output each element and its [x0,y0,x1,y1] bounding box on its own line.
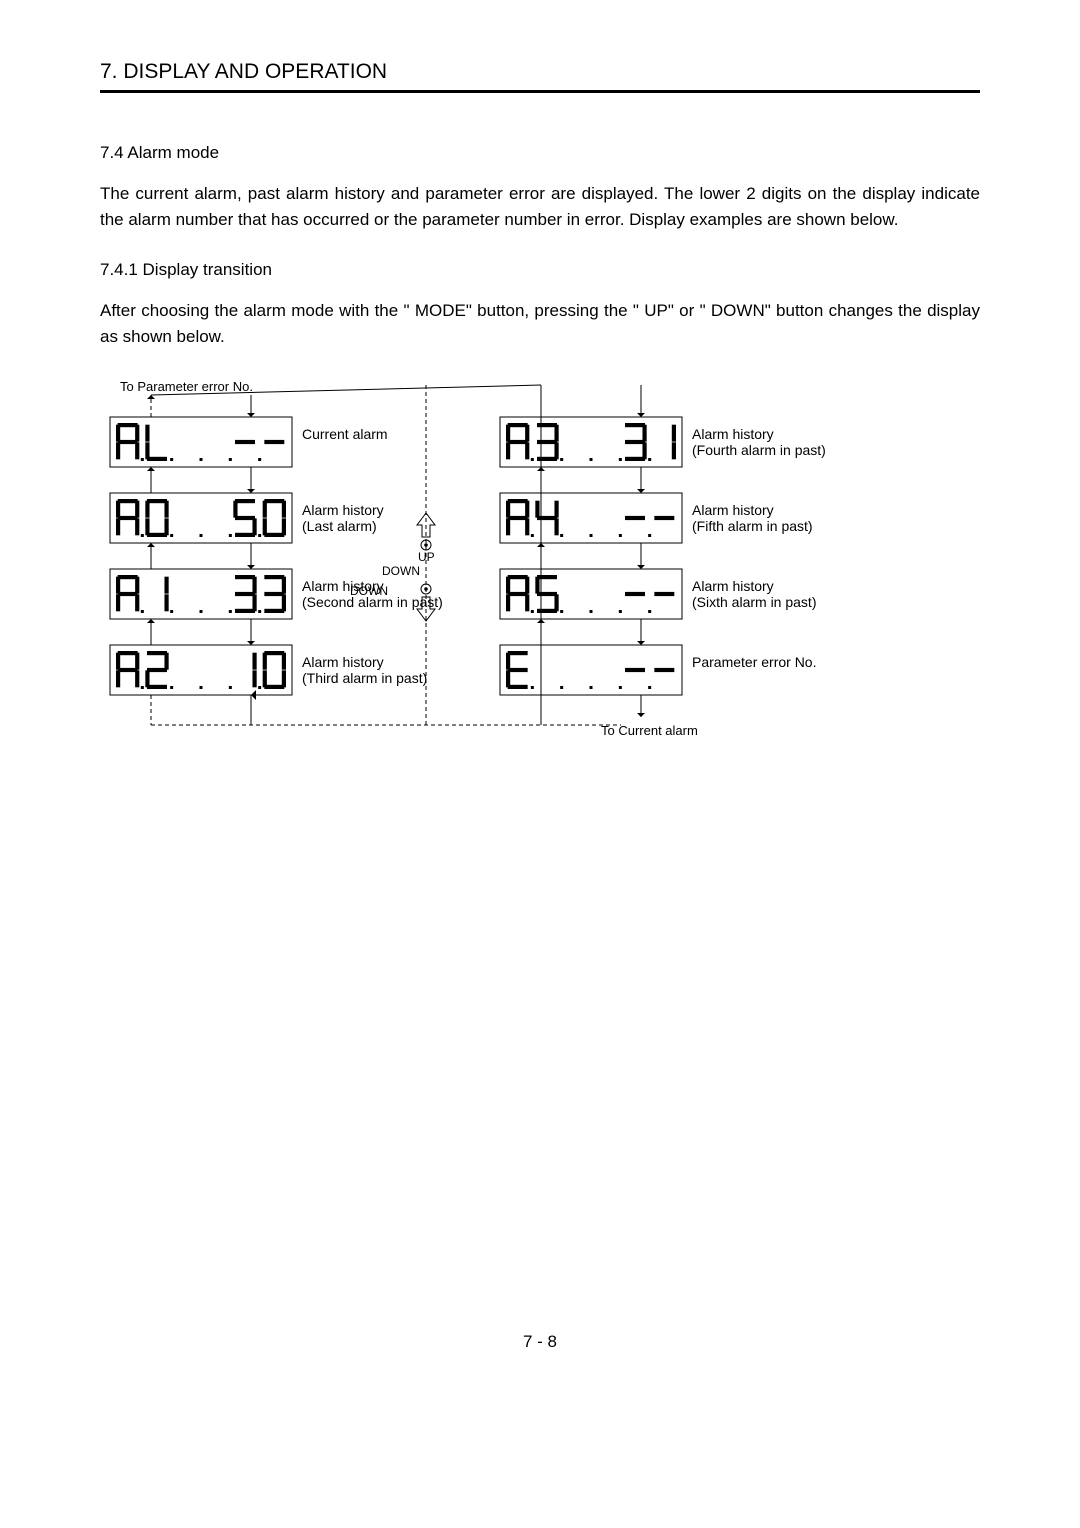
svg-text:To Current alarm: To Current alarm [601,723,698,738]
svg-text:Alarm history: Alarm history [302,654,384,670]
svg-text:Alarm history: Alarm history [692,426,774,442]
svg-text:To Parameter error No.: To Parameter error No. [120,379,253,394]
svg-text:DOWN: DOWN [382,564,420,578]
svg-text:(Third alarm in past): (Third alarm in past) [302,670,427,686]
svg-text:Current alarm: Current alarm [302,426,388,442]
svg-text:Parameter error No.: Parameter error No. [692,654,816,670]
transition-diagram: To Parameter error No. Current alarm Alarm… [100,377,980,772]
svg-text:(Last alarm): (Last alarm) [302,518,377,534]
svg-text:(Fourth alarm in past): (Fourth alarm in past) [692,442,826,458]
svg-text:Alarm history: Alarm history [692,578,774,594]
section-paragraph: The current alarm, past alarm history an… [100,181,980,232]
chapter-title: 7. DISPLAY AND OPERATION [100,60,980,84]
subsection-title: 7.4.1 Display transition [100,260,980,280]
page: 7. DISPLAY AND OPERATION 7.4 Alarm mode … [0,0,1080,1392]
subsection-paragraph: After choosing the alarm mode with the "… [100,298,980,349]
svg-text:(Sixth alarm in past): (Sixth alarm in past) [692,594,816,610]
svg-text:DOWN: DOWN [350,584,388,598]
header-rule [100,90,980,93]
section-title: 7.4 Alarm mode [100,143,980,163]
page-number: 7 - 8 [100,1332,980,1352]
svg-text:Alarm history: Alarm history [302,502,384,518]
svg-text:(Fifth alarm in past): (Fifth alarm in past) [692,518,813,534]
svg-text:Alarm history: Alarm history [692,502,774,518]
